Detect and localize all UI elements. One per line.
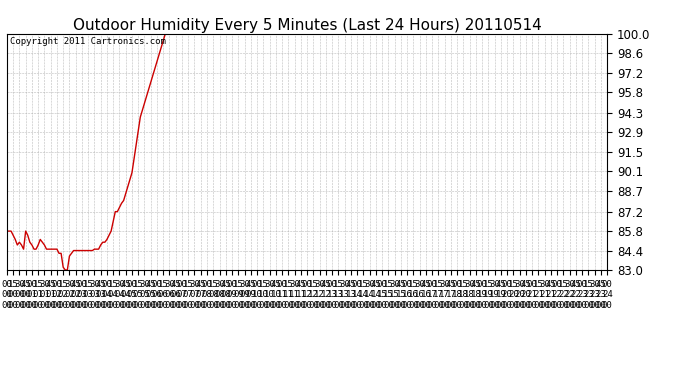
Title: Outdoor Humidity Every 5 Minutes (Last 24 Hours) 20110514: Outdoor Humidity Every 5 Minutes (Last 2…: [72, 18, 542, 33]
Text: Copyright 2011 Cartronics.com: Copyright 2011 Cartronics.com: [10, 37, 166, 46]
